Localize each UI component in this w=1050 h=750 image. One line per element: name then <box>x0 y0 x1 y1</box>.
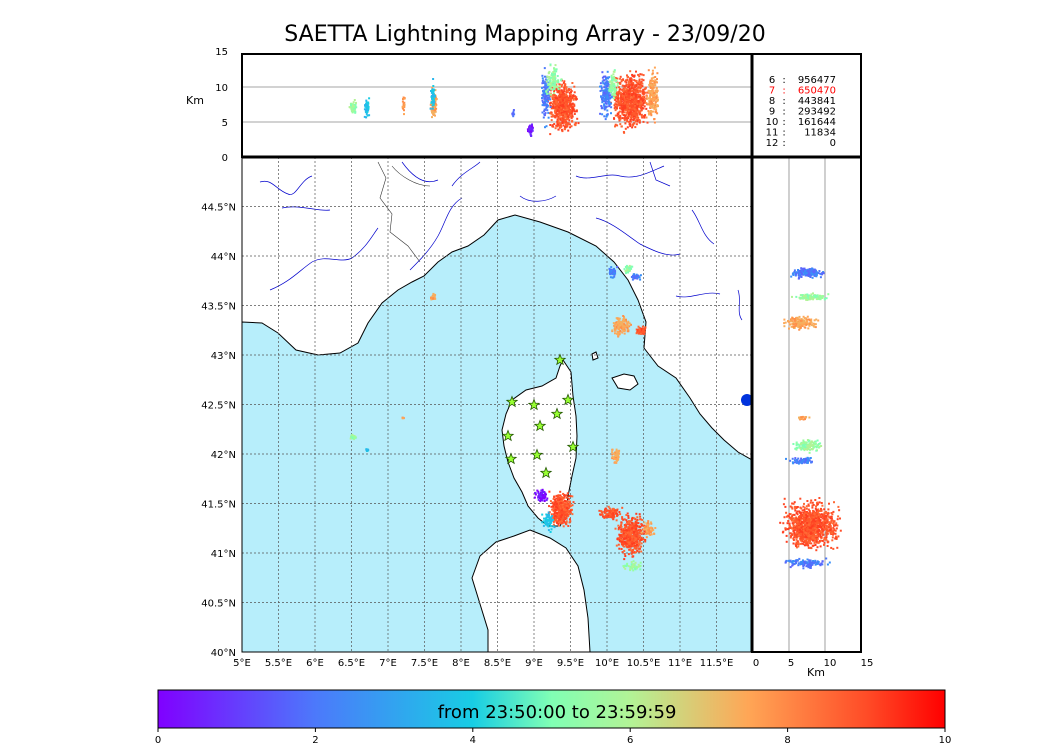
count-separator: : <box>782 96 785 107</box>
source-counts-panel: 6: 956477 7: 650470 8: 443841 9: 293492 10: 16164… <box>751 53 862 158</box>
side-lightning-sources <box>779 267 842 570</box>
top-ytick: 15 <box>215 47 228 58</box>
star-icon <box>539 466 553 479</box>
top-panel-yticks: 15 10 5 0 <box>215 47 228 164</box>
top-lightning-sources <box>348 63 659 137</box>
colorbar-tick: 6 <box>627 735 633 746</box>
colorbar-ticks: 0 2 4 6 8 10 <box>155 728 952 746</box>
country-borders <box>377 161 431 263</box>
count-value: 161644 <box>798 117 836 128</box>
colorbar-tick: 2 <box>312 735 318 746</box>
latitude-labels: 40°N 40.5°N 41°N 41.5°N 42°N 42.5°N 43°N 43.5°N… <box>201 203 236 660</box>
star-icon <box>550 407 564 420</box>
lat-label: 41°N <box>211 549 236 560</box>
lon-label: 5.5°E <box>265 658 292 669</box>
side-xtick: 0 <box>753 658 759 669</box>
star-icon <box>533 419 547 432</box>
side-panel-xticks: 0 5 10 15 <box>753 658 874 669</box>
lat-label: 42.5°N <box>201 401 236 412</box>
lon-label: 9.5°E <box>557 658 584 669</box>
lightning-point <box>741 394 752 406</box>
top-ytick: 5 <box>222 118 228 129</box>
star-icon <box>527 398 541 411</box>
star-icon <box>504 452 518 465</box>
top-altitude-panel: 15 10 5 0 Km <box>186 47 753 164</box>
colorbar-time-range: from 23:50:00 to 23:59:59 <box>438 702 677 723</box>
side-xtick: 10 <box>824 658 837 669</box>
lon-label: 10.5°E <box>627 658 661 669</box>
longitude-labels: 5°E 5.5°E 6°E 6.5°E 7°E 7.5°E 8°E 8.5°E 9°E 9.5°E… <box>233 658 733 669</box>
lat-label: 40°N <box>211 648 236 659</box>
lon-label: 8.5°E <box>484 658 511 669</box>
lon-label: 6.5°E <box>338 658 365 669</box>
count-separator: : <box>782 107 785 118</box>
lon-label: 8°E <box>452 658 470 669</box>
top-panel-ylabel: Km <box>186 94 204 107</box>
count-level-label: 10 <box>766 117 779 128</box>
colorbar-tick: 10 <box>939 735 952 746</box>
count-value: 11834 <box>804 128 836 139</box>
capraia-island <box>591 351 599 361</box>
colorbar-tick: 0 <box>155 735 161 746</box>
lat-label: 44.5°N <box>201 203 236 214</box>
time-colorbar: from 23:50:00 to 23:59:59 0 2 4 6 8 10 <box>155 689 952 746</box>
count-separator: : <box>782 75 785 86</box>
star-icon <box>530 448 544 461</box>
star-icon <box>566 440 580 453</box>
lat-label: 41.5°N <box>201 500 236 511</box>
side-xtick: 15 <box>861 658 874 669</box>
side-xtick: 5 <box>788 658 794 669</box>
top-ytick: 0 <box>222 153 228 164</box>
count-value: 650470 <box>798 86 836 97</box>
star-icon <box>553 353 567 366</box>
side-panel-xlabel: Km <box>807 666 825 679</box>
count-value: 956477 <box>798 75 836 86</box>
count-level-label: 11 <box>766 128 779 139</box>
count-value: 293492 <box>798 107 836 118</box>
count-value: 0 <box>830 138 836 149</box>
side-altitude-panel: 0 5 10 15 Km <box>242 54 873 679</box>
count-separator: : <box>782 117 785 128</box>
count-value: 443841 <box>798 96 836 107</box>
map-lightning-sources <box>349 264 752 572</box>
corsica-island <box>501 359 578 527</box>
count-separator: : <box>782 128 785 139</box>
lon-label: 9°E <box>525 658 543 669</box>
count-separator: : <box>782 86 785 97</box>
station-markers <box>501 353 580 479</box>
map-panel <box>241 156 753 653</box>
count-separator: : <box>782 138 785 149</box>
lat-label: 40.5°N <box>201 599 236 610</box>
lat-label: 43°N <box>211 351 236 362</box>
lon-label: 11°E <box>668 658 692 669</box>
elba-island <box>611 373 639 391</box>
lat-label: 42°N <box>211 450 236 461</box>
count-level-label: 9 <box>769 107 775 118</box>
star-icon <box>505 395 519 408</box>
colorbar-tick: 8 <box>784 735 790 746</box>
lat-label: 43.5°N <box>201 302 236 313</box>
count-level-label: 8 <box>769 96 775 107</box>
chart-title: SAETTA Lightning Mapping Array - 23/09/2… <box>284 22 766 47</box>
lon-label: 10°E <box>595 658 619 669</box>
lon-label: 7.5°E <box>411 658 438 669</box>
count-level-label: 6 <box>769 75 775 86</box>
count-level-label: 7 <box>769 86 775 97</box>
map-grid <box>242 157 752 652</box>
star-icon <box>501 429 515 442</box>
sardinia-island <box>471 529 591 652</box>
lon-label: 7°E <box>379 658 397 669</box>
lat-label: 44°N <box>211 252 236 263</box>
lon-label: 6°E <box>306 658 324 669</box>
colorbar-tick: 4 <box>470 735 476 746</box>
lon-label: 11.5°E <box>700 658 734 669</box>
star-icon <box>561 393 575 406</box>
count-level-label: 12 <box>766 138 779 149</box>
lon-label: 5°E <box>233 658 251 669</box>
top-ytick: 10 <box>215 83 228 94</box>
